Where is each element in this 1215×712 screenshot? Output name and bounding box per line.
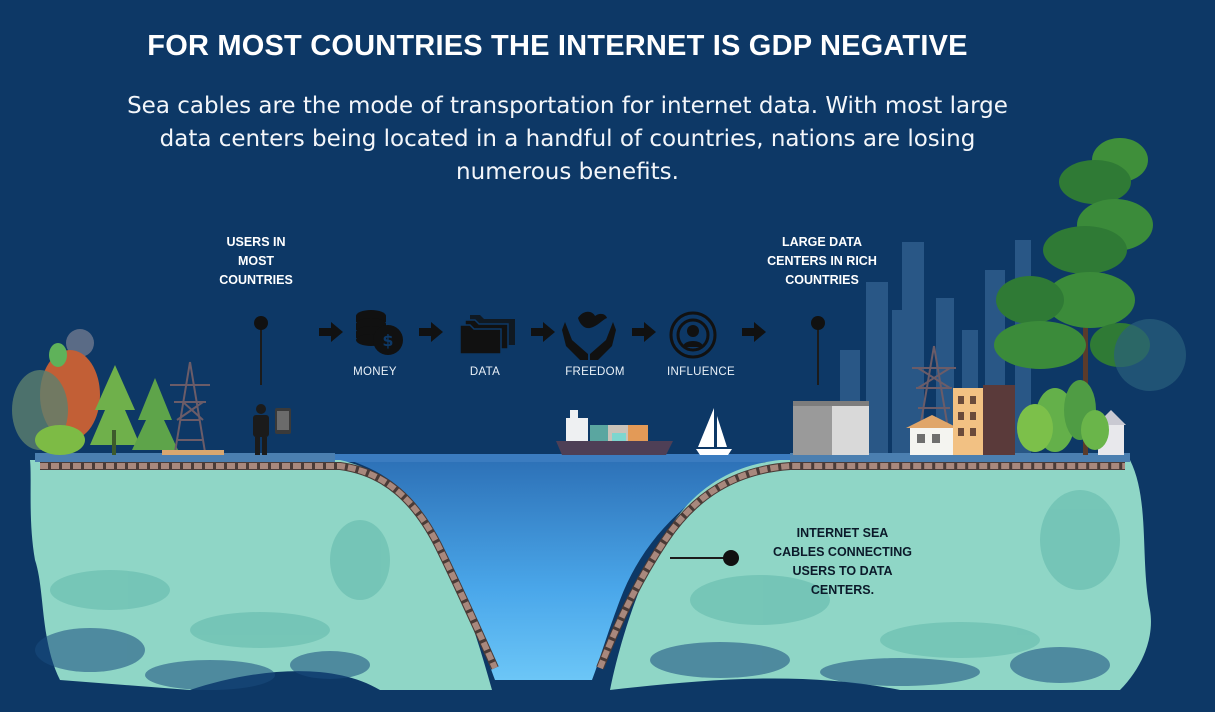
flow-label-freedom: FREEDOM bbox=[565, 366, 625, 378]
right-ground bbox=[790, 453, 1130, 462]
left-land-texture bbox=[50, 520, 390, 648]
sailboat-icon bbox=[696, 408, 732, 455]
callout-line: CENTERS IN RICH bbox=[767, 254, 877, 268]
left-platform bbox=[162, 450, 224, 455]
subtitle-line: Sea cables are the mode of transportatio… bbox=[127, 93, 1008, 119]
callout-line: INTERNET SEA bbox=[796, 526, 889, 540]
flow-label-data: DATA bbox=[469, 366, 501, 378]
left-landmass bbox=[30, 460, 492, 690]
person-with-phone-icon bbox=[253, 404, 291, 455]
arrow-icon bbox=[742, 322, 766, 342]
left-trees bbox=[12, 329, 178, 455]
arrow-icon bbox=[531, 322, 555, 342]
arrow-icon bbox=[632, 322, 656, 342]
callout-line: USERS TO DATA bbox=[792, 564, 893, 578]
broadcast-person-icon bbox=[669, 311, 717, 359]
left-power-pylon bbox=[170, 361, 210, 453]
sea-water bbox=[330, 455, 790, 680]
right-land-texture bbox=[690, 490, 1120, 658]
subtitle: Sea cables are the mode of transportatio… bbox=[100, 90, 1035, 189]
callout-users: USERS IN MOST COUNTRIES bbox=[196, 233, 316, 290]
right-land-splatter bbox=[650, 642, 1110, 686]
right-power-pylon bbox=[912, 345, 956, 441]
flow-arrows bbox=[319, 322, 766, 342]
callout-line: CENTERS. bbox=[810, 583, 875, 597]
left-land-splatter bbox=[35, 628, 370, 690]
callout-datacenters: LARGE DATA CENTERS IN RICH COUNTRIES bbox=[752, 233, 892, 290]
dove-hands-icon bbox=[562, 311, 616, 360]
page-title: FOR MOST COUNTRIES THE INTERNET IS GDP N… bbox=[147, 30, 968, 62]
right-houses bbox=[906, 385, 1126, 455]
datacenters-pin-marker bbox=[811, 316, 825, 385]
sea-surface bbox=[310, 454, 810, 462]
data-center-building bbox=[793, 401, 869, 455]
cargo-ship-icon bbox=[556, 410, 673, 455]
callout-line: COUNTRIES bbox=[219, 273, 293, 287]
subtitle-line: data centers being located in a handful … bbox=[159, 126, 976, 152]
folders-icon bbox=[459, 315, 515, 355]
callout-line: LARGE DATA bbox=[781, 235, 863, 249]
cables-pin-marker bbox=[670, 550, 739, 566]
callout-line: USERS IN bbox=[226, 235, 286, 249]
sea-cable-segments bbox=[40, 463, 1125, 670]
subtitle-line: numerous benefits. bbox=[456, 159, 679, 185]
callout-line: MOST bbox=[237, 254, 275, 268]
money-coins-icon: $ bbox=[356, 310, 403, 355]
svg-text:$: $ bbox=[382, 331, 393, 350]
flow-label-influence: INFLUENCE bbox=[667, 366, 735, 378]
callout-cables: INTERNET SEA CABLES CONNECTING USERS TO … bbox=[765, 524, 920, 600]
flow-label-money: MONEY bbox=[353, 366, 397, 378]
left-ground bbox=[35, 453, 335, 462]
users-pin-marker bbox=[254, 316, 268, 385]
callout-line: CABLES CONNECTING bbox=[773, 545, 912, 559]
arrow-icon bbox=[419, 322, 443, 342]
right-trees bbox=[994, 138, 1186, 455]
arrow-icon bbox=[319, 322, 343, 342]
callout-line: COUNTRIES bbox=[785, 273, 859, 287]
